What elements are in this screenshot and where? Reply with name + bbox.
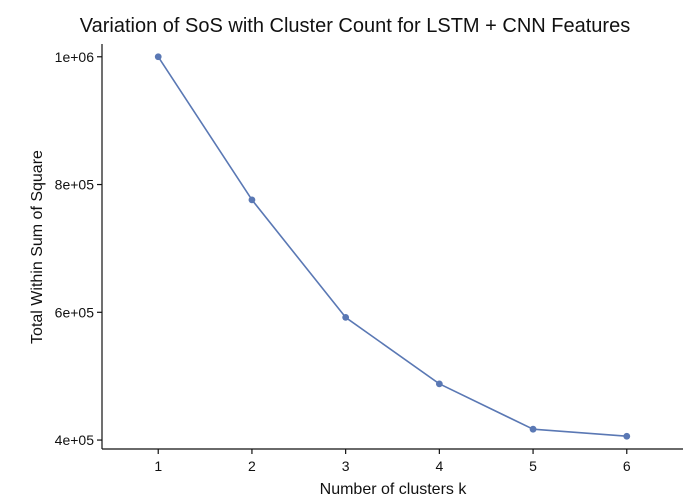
y-tick-label: 6e+05 <box>55 304 95 320</box>
data-point <box>248 196 256 204</box>
y-axis-ticks: 4e+05 6e+05 8e+05 1e+06 <box>55 49 102 448</box>
series-points <box>154 53 631 440</box>
x-tick-label: 6 <box>623 458 631 474</box>
x-axis-title: Number of clusters k <box>320 481 468 497</box>
x-tick-label: 5 <box>529 458 537 474</box>
x-tick-label: 2 <box>248 458 256 474</box>
y-tick-label: 8e+05 <box>55 177 95 193</box>
y-tick-label: 4e+05 <box>55 432 95 448</box>
x-tick-label: 1 <box>154 458 162 474</box>
x-tick-label: 3 <box>342 458 350 474</box>
data-point <box>435 380 443 388</box>
x-tick-label: 4 <box>435 458 443 474</box>
data-point <box>529 425 537 433</box>
data-point <box>623 432 631 440</box>
chart-title: Variation of SoS with Cluster Count for … <box>80 15 630 37</box>
y-tick-label: 1e+06 <box>55 49 95 65</box>
x-axis-ticks: 1 2 3 4 5 6 <box>154 449 631 474</box>
y-axis-title: Total Within Sum of Square <box>29 150 46 344</box>
data-point <box>342 314 350 321</box>
series-line <box>157 55 628 438</box>
data-point <box>154 53 162 61</box>
